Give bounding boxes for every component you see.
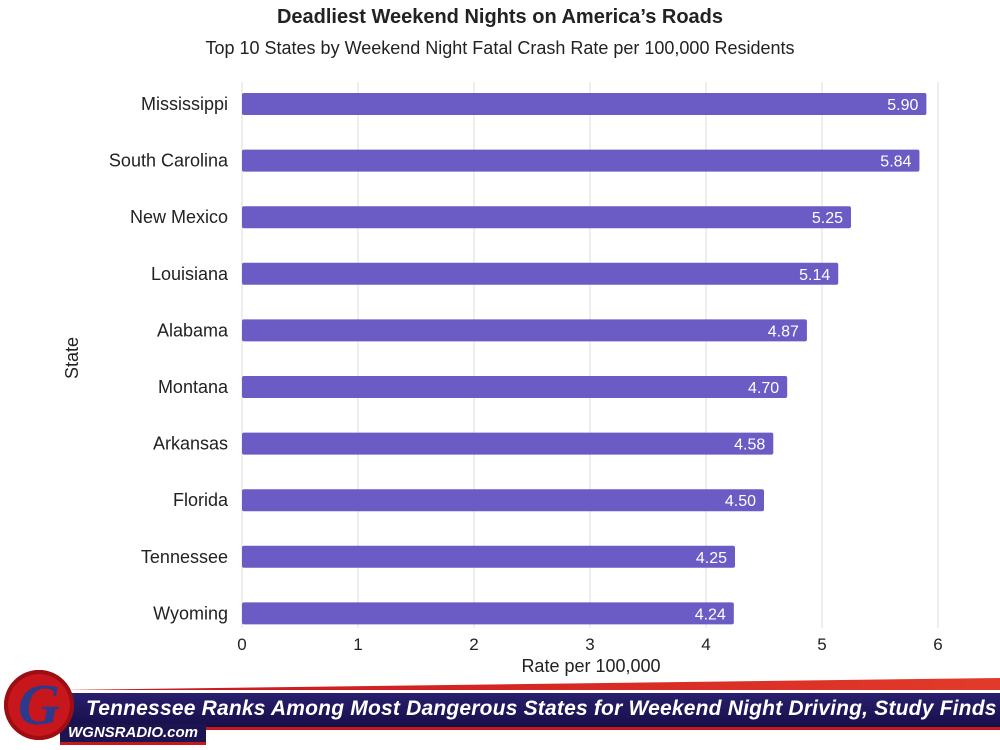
x-tick-label: 0 [237, 635, 246, 654]
x-tick-label: 5 [817, 635, 826, 654]
x-axis-title: Rate per 100,000 [521, 656, 660, 676]
category-label: Montana [158, 377, 229, 397]
category-labels: Mississippi South Carolina New Mexico Louis… [109, 94, 229, 623]
bar [242, 545, 735, 568]
category-label: Louisiana [151, 264, 229, 284]
x-tick-label: 4 [701, 635, 710, 654]
bar [242, 602, 734, 625]
bar-value-label: 5.90 [887, 97, 918, 114]
x-tick-label: 6 [933, 635, 942, 654]
x-tick-label: 2 [469, 635, 478, 654]
bar-value-label: 4.70 [748, 380, 779, 397]
grid-lines [241, 82, 939, 628]
banner-headline: Tennessee Ranks Among Most Dangerous Sta… [86, 697, 997, 720]
bar [242, 262, 839, 285]
bar [242, 319, 807, 342]
bar [242, 93, 927, 115]
bars: 5.90 5.84 5.25 5.14 4.87 4.70 4.58 4.50 4.25 4.24 [242, 93, 927, 625]
logo-letter: G [18, 672, 60, 737]
bar [242, 489, 764, 512]
chart-area: Deadliest Weekend Nights on America’s Ro… [62, 6, 943, 676]
bar-value-label: 4.58 [734, 437, 765, 454]
bar-value-label: 4.87 [768, 323, 799, 340]
news-banner: Tennessee Ranks Among Most Dangerous Sta… [0, 668, 1000, 750]
category-label: Alabama [157, 320, 229, 340]
bar-value-label: 5.14 [799, 267, 830, 284]
category-label: Mississippi [141, 94, 228, 114]
banner-stripe [40, 690, 1000, 730]
site-name: WGNSRADIO.com [60, 724, 207, 745]
bar-value-label: 5.84 [880, 154, 911, 171]
x-tick-label: 3 [585, 635, 594, 654]
y-axis-title: State [62, 337, 82, 379]
x-tick-label: 1 [353, 635, 362, 654]
category-label: Arkansas [153, 434, 228, 454]
category-label: Florida [173, 490, 229, 510]
bar [242, 432, 774, 455]
chart-title: Deadliest Weekend Nights on America’s Ro… [276, 6, 724, 28]
station-logo-icon: G [4, 670, 74, 740]
category-label: Tennessee [141, 547, 228, 567]
bar-value-label: 4.25 [696, 550, 727, 567]
bar [242, 376, 788, 398]
bar-chart-plot: 5.90 5.84 5.25 5.14 4.87 4.70 4.58 4.50 4.25 4.24… [62, 82, 943, 676]
x-tick-labels: 0 1 2 3 4 5 6 [237, 635, 942, 654]
bar-value-label: 4.50 [725, 493, 756, 510]
bar-value-label: 5.25 [812, 210, 843, 227]
bar [242, 149, 920, 172]
bar [242, 206, 851, 229]
category-label: South Carolina [109, 151, 229, 171]
chart-subtitle: Top 10 States by Weekend Night Fatal Cra… [205, 38, 795, 58]
category-label: Wyoming [153, 603, 228, 623]
banner-accent [60, 678, 1000, 690]
bar-value-label: 4.24 [695, 606, 726, 623]
category-label: New Mexico [130, 207, 228, 227]
